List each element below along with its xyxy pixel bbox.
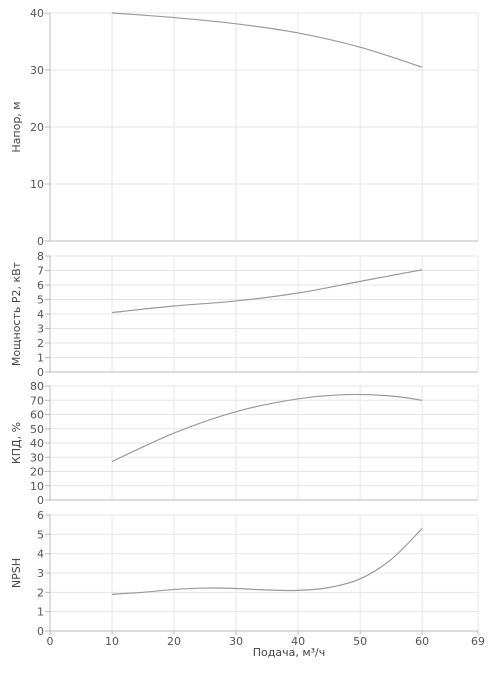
y-tick-label: 0 bbox=[37, 366, 44, 379]
y-axis-label: NPSH bbox=[10, 558, 23, 588]
panel-4: 0 1 2 3 4 5 6 NPSH 0 10 20 30 40 50 60 69 Подача, м³/ч bbox=[10, 509, 485, 659]
y-tick-label: 0 bbox=[37, 625, 44, 638]
x-tick-label: 0 bbox=[47, 635, 54, 648]
x-tick-label: 30 bbox=[229, 635, 243, 648]
y-tick-label: 2 bbox=[37, 586, 44, 599]
y-tick-label: 6 bbox=[37, 509, 44, 522]
y-axis-label: КПД, % bbox=[10, 422, 23, 464]
y-tick-label: 30 bbox=[30, 64, 44, 77]
y-tick-label: 40 bbox=[30, 7, 44, 20]
y-tick-label: 10 bbox=[30, 178, 44, 191]
x-tick-label: 40 bbox=[291, 635, 305, 648]
y-tick-label: 80 bbox=[30, 380, 44, 393]
series-line bbox=[111, 393, 423, 463]
series-line bbox=[111, 269, 423, 314]
x-tick-label: 20 bbox=[167, 635, 181, 648]
y-axis-label: Мощность P2, кВт bbox=[10, 261, 23, 366]
y-tick-label: 3 bbox=[37, 323, 44, 336]
y-tick-label: 10 bbox=[30, 480, 44, 493]
x-tick-label: 10 bbox=[105, 635, 119, 648]
y-tick-label: 2 bbox=[37, 337, 44, 350]
y-axis-label: Напор, м bbox=[10, 101, 23, 152]
y-tick-label: 60 bbox=[30, 409, 44, 422]
y-tick-label: 7 bbox=[37, 265, 44, 278]
y-tick-label: 30 bbox=[30, 451, 44, 464]
y-tick-label: 0 bbox=[37, 494, 44, 507]
y-tick-label: 40 bbox=[30, 437, 44, 450]
panel-1: 0 10 20 30 40 Напор, м bbox=[10, 7, 479, 248]
x-axis-label: Подача, м³/ч bbox=[253, 646, 326, 659]
series-line bbox=[111, 12, 423, 68]
y-tick-label: 1 bbox=[37, 352, 44, 365]
y-tick-label: 5 bbox=[37, 294, 44, 307]
y-tick-label: 8 bbox=[37, 250, 44, 263]
y-tick-label: 0 bbox=[37, 235, 44, 248]
y-tick-label: 20 bbox=[30, 466, 44, 479]
y-tick-label: 6 bbox=[37, 279, 44, 292]
y-tick-label: 70 bbox=[30, 394, 44, 407]
y-tick-label: 50 bbox=[30, 423, 44, 436]
y-tick-label: 5 bbox=[37, 528, 44, 541]
series-line bbox=[111, 528, 423, 595]
y-tick-label: 4 bbox=[37, 548, 44, 561]
panel-2: 01 23 45 67 8 Мощность P2, кВт bbox=[10, 250, 479, 379]
x-tick-label: 50 bbox=[353, 635, 367, 648]
y-tick-label: 4 bbox=[37, 308, 44, 321]
y-tick-label: 20 bbox=[30, 121, 44, 134]
x-tick-label: 69 bbox=[471, 635, 485, 648]
x-tick-label: 60 bbox=[415, 635, 429, 648]
y-tick-label: 3 bbox=[37, 567, 44, 580]
y-tick-label: 1 bbox=[37, 606, 44, 619]
